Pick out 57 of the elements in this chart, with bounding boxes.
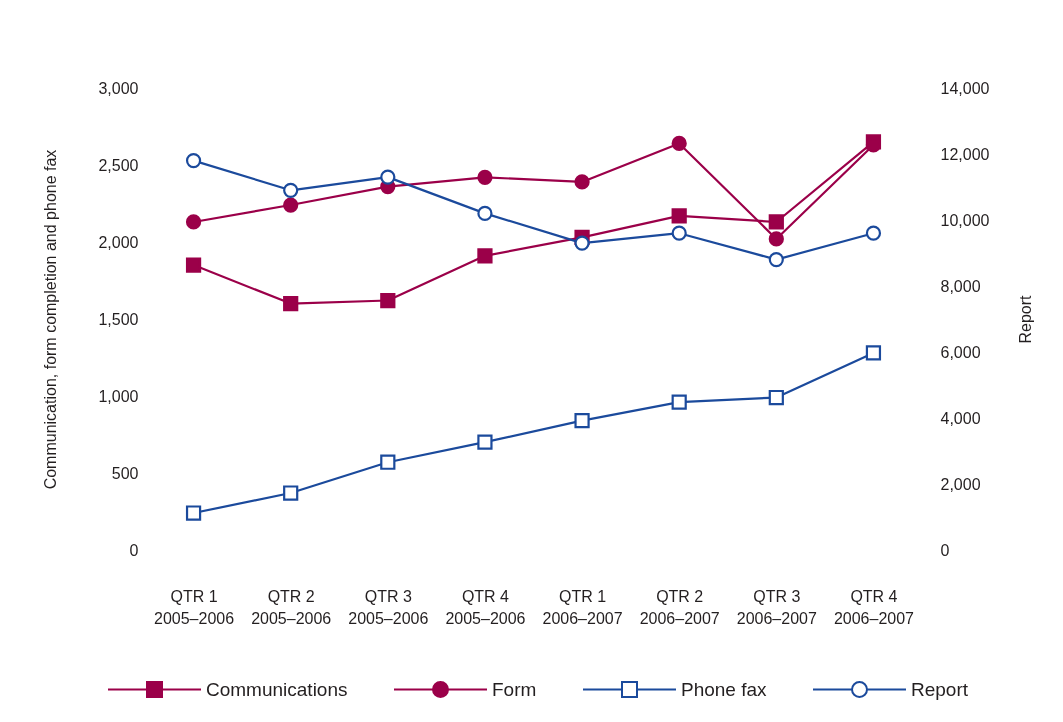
point xyxy=(477,434,493,450)
point xyxy=(768,214,784,230)
point xyxy=(185,257,202,273)
x-tick-label: QTR 1 2005–2006 xyxy=(154,587,235,627)
point xyxy=(283,485,299,501)
y-tick-label: 3,000 xyxy=(98,79,139,97)
x-tick-label: QTR 3 2005–2006 xyxy=(348,587,429,627)
y-tick-label: 2,500 xyxy=(98,156,139,174)
point xyxy=(574,235,590,251)
point xyxy=(671,208,687,224)
point xyxy=(380,169,396,185)
y-tick-label: 500 xyxy=(111,464,139,482)
point xyxy=(671,394,687,410)
point xyxy=(477,205,493,222)
x-tick-label: QTR 3 2006–2007 xyxy=(736,587,817,627)
y2-tick-label: 4,000 xyxy=(940,409,981,427)
legend-label: Communications xyxy=(206,678,348,700)
legend-label: Phone fax xyxy=(681,678,768,700)
x-tick-label: QTR 2 2006–2007 xyxy=(639,587,720,627)
y2-tick-label: 10,000 xyxy=(940,211,990,229)
point xyxy=(768,389,784,406)
point xyxy=(865,225,882,241)
y-tick-label: 0 xyxy=(129,541,139,559)
point xyxy=(477,169,493,185)
y-tick-label: 1,000 xyxy=(98,387,139,405)
point xyxy=(283,295,299,312)
point xyxy=(574,413,590,429)
x-tick-label: QTR 4 2005–2006 xyxy=(445,587,526,627)
point xyxy=(865,345,882,361)
y2-tick-label: 12,000 xyxy=(940,145,990,163)
point xyxy=(185,214,202,230)
x-tick-label: QTR 4 2006–2007 xyxy=(833,587,915,627)
point xyxy=(283,182,299,198)
point xyxy=(574,174,590,190)
point xyxy=(477,248,493,264)
y2-tick-label: 14,000 xyxy=(940,79,990,97)
point xyxy=(380,454,396,470)
y2-tick-label: 2,000 xyxy=(940,475,981,493)
y2-tick-label: 0 xyxy=(940,541,950,559)
point xyxy=(380,292,396,309)
legend-label: Report xyxy=(911,678,969,700)
y2-axis-title: Report xyxy=(1016,294,1034,344)
x-tick-label: QTR 1 2006–2007 xyxy=(542,587,623,627)
legend-label: Form xyxy=(492,678,537,700)
x-tick-label: QTR 2 2005–2006 xyxy=(251,587,332,627)
point xyxy=(283,197,299,213)
y-axis-title: Communication, form completion and phone fax xyxy=(41,149,59,490)
point xyxy=(671,225,687,241)
y2-tick-label: 6,000 xyxy=(940,343,981,361)
y-tick-label: 1,500 xyxy=(98,310,139,328)
y-tick-label: 2,000 xyxy=(98,233,139,251)
y2-tick-label: 8,000 xyxy=(940,277,981,295)
point xyxy=(185,505,202,521)
point xyxy=(768,251,784,268)
point xyxy=(768,231,784,247)
point xyxy=(185,152,202,169)
point xyxy=(671,135,687,152)
